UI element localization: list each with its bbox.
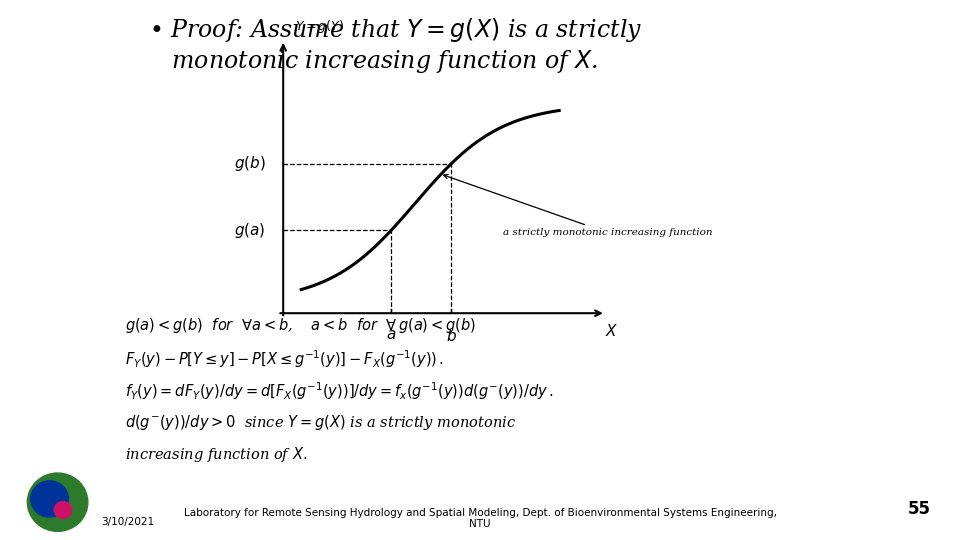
Text: $X$: $X$ [605,323,618,339]
Text: $b$: $b$ [445,328,457,344]
Text: Laboratory for Remote Sensing Hydrology and Spatial Modeling, Dept. of Bioenviro: Laboratory for Remote Sensing Hydrology … [183,508,777,529]
Text: 55: 55 [908,501,931,518]
Text: increasing function of $X$.: increasing function of $X$. [125,446,307,464]
Text: $g(a)< g(b)$  $\mathit{for}$  $\forall a<b$,    $a<b$  $\mathit{for}$  $\forall\: $g(a)< g(b)$ $\mathit{for}$ $\forall a<b… [125,316,476,335]
Circle shape [31,481,68,517]
Text: $f_Y(y) = dF_Y(y)/dy = d[F_X(g^{-1}(y))]/dy = f_x(g^{-1}(y))d(g^{-}(y))/dy\,.$: $f_Y(y) = dF_Y(y)/dy = d[F_X(g^{-1}(y))]… [125,381,553,402]
Text: a strictly monotonic increasing function: a strictly monotonic increasing function [444,174,712,237]
Text: $g(b)$: $g(b)$ [234,154,266,173]
Circle shape [27,473,88,531]
Circle shape [54,502,72,518]
Text: 3/10/2021: 3/10/2021 [101,516,154,526]
Text: $g(a)$: $g(a)$ [234,221,266,240]
Text: • Proof: Assume that $Y=g(X)$ is a strictly
   monotonic increasing function of : • Proof: Assume that $Y=g(X)$ is a stric… [149,16,642,75]
Text: $Y=g(Y)$: $Y=g(Y)$ [295,18,344,35]
Text: $F_Y(y) - P[Y \leq y] - P[X \leq g^{-1}(y)] - F_X(g^{-1}(y))\,.$: $F_Y(y) - P[Y \leq y] - P[X \leq g^{-1}(… [125,348,444,370]
Text: $a$: $a$ [386,328,396,342]
Text: $d(g^{-}(y))/dy > 0$  since $Y=g(X)$ is a strictly monotonic: $d(g^{-}(y))/dy > 0$ since $Y=g(X)$ is a… [125,413,516,432]
